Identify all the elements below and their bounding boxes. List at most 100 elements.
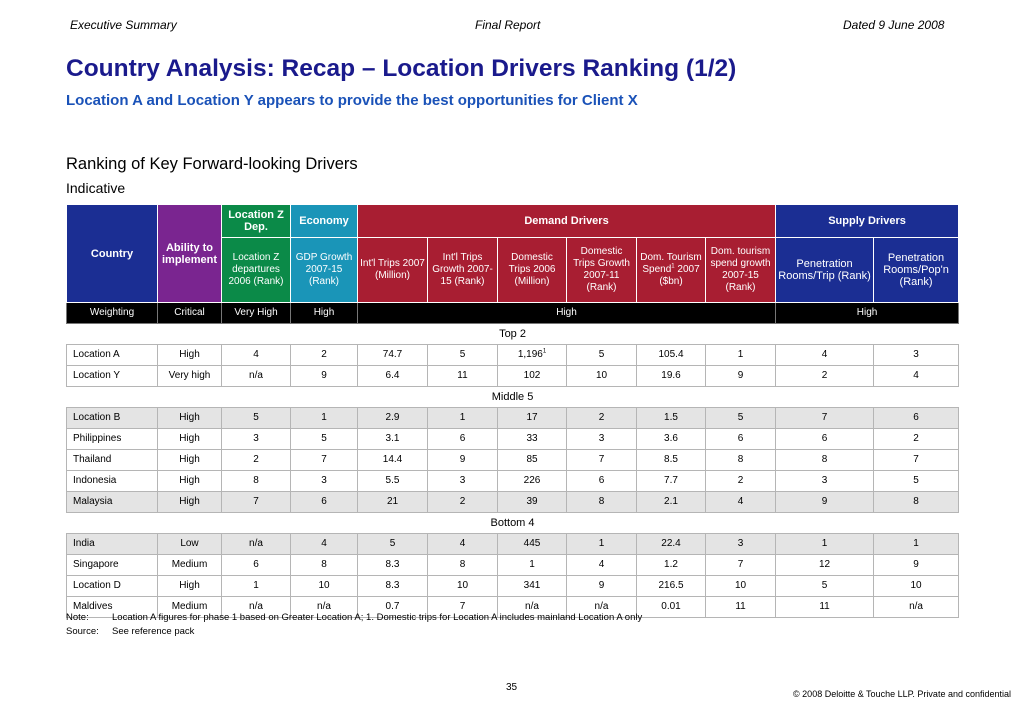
data-cell: 39 bbox=[497, 491, 567, 513]
data-cell: 8.5 bbox=[636, 449, 706, 471]
data-cell: 5 bbox=[873, 470, 960, 492]
table-row: Location D High 1 10 8.3 10 341 9 216.5 10 5 10 bbox=[66, 575, 960, 597]
data-cell: 3 bbox=[873, 344, 960, 366]
data-cell: 1 bbox=[497, 554, 567, 576]
page-subtitle: Location A and Location Y appears to pro… bbox=[66, 92, 638, 109]
data-cell: 10 bbox=[290, 575, 358, 597]
data-cell: 3 bbox=[566, 428, 637, 450]
data-cell: 7 bbox=[873, 449, 960, 471]
data-cell: 6 bbox=[873, 407, 960, 429]
data-cell: 2.9 bbox=[357, 407, 428, 429]
data-cell: High bbox=[157, 449, 222, 471]
group-label: Top 2 bbox=[499, 328, 526, 340]
data-cell: 4 bbox=[873, 365, 960, 387]
data-cell: n/a bbox=[290, 596, 358, 618]
data-cell: 12 bbox=[775, 554, 875, 576]
weighting-row: Weighting Critical Very High High High H… bbox=[66, 302, 960, 324]
data-cell: Very high bbox=[157, 365, 222, 387]
data-cell: 9 bbox=[873, 554, 960, 576]
col-header-domestic-trips: Domestic Trips 2006 (Million) bbox=[497, 237, 567, 303]
copyright: © 2008 Deloitte & Touche LLP. Private an… bbox=[793, 689, 1011, 699]
data-cell: 4 bbox=[566, 554, 637, 576]
section-title: Ranking of Key Forward-looking Drivers bbox=[66, 155, 358, 173]
group-row-top: Top 2 bbox=[67, 324, 959, 345]
data-cell: 3 bbox=[427, 470, 498, 492]
data-cell: 7 bbox=[704, 554, 777, 576]
data-cell: 8 bbox=[775, 449, 875, 471]
economy-group-header: Economy bbox=[290, 204, 358, 238]
country-cell: Location Y bbox=[66, 365, 158, 387]
header-right: Dated 9 June 2008 bbox=[843, 18, 945, 32]
data-cell: n/a bbox=[221, 533, 291, 555]
data-cell: 6 bbox=[290, 491, 358, 513]
data-cell: 1 bbox=[221, 575, 291, 597]
col-header-gdp-growth: GDP Growth 2007-15 (Rank) bbox=[290, 237, 358, 303]
data-cell: 4 bbox=[775, 344, 875, 366]
country-cell: Malaysia bbox=[66, 491, 158, 513]
data-cell: 19.6 bbox=[636, 365, 706, 387]
country-cell: Maldives bbox=[66, 596, 158, 618]
data-cell: High bbox=[157, 575, 222, 597]
data-cell: n/a bbox=[873, 596, 960, 618]
data-cell: 5 bbox=[427, 344, 498, 366]
data-cell: 10 bbox=[566, 365, 637, 387]
col-header-domestic-trips-growth: Domestic Trips Growth 2007-11 (Rank) bbox=[566, 237, 637, 303]
data-cell: 6 bbox=[775, 428, 875, 450]
data-cell: 21 bbox=[357, 491, 428, 513]
table-row: India Low n/a 4 5 4 445 1 22.4 3 1 1 bbox=[66, 533, 960, 555]
data-cell: 9 bbox=[290, 365, 358, 387]
data-cell: 1,1961 bbox=[497, 344, 567, 366]
table-row: Location Y Very high n/a 9 6.4 11 102 10 19.6 9 2 4 bbox=[66, 365, 960, 387]
table-row: Location A High 4 2 74.7 5 1,1961 5 105.4 1 4 3 bbox=[66, 344, 960, 366]
table-row: Thailand High 2 7 14.4 9 85 7 8.5 8 8 7 bbox=[66, 449, 960, 471]
data-cell: 8 bbox=[427, 554, 498, 576]
ability-header: Ability to implement bbox=[157, 204, 222, 303]
data-cell: High bbox=[157, 491, 222, 513]
data-cell: 4 bbox=[290, 533, 358, 555]
data-cell: 1.5 bbox=[636, 407, 706, 429]
data-cell: 74.7 bbox=[357, 344, 428, 366]
data-cell: 14.4 bbox=[357, 449, 428, 471]
country-cell: Singapore bbox=[66, 554, 158, 576]
data-cell: 2 bbox=[775, 365, 875, 387]
header-left: Executive Summary bbox=[70, 18, 177, 32]
data-cell: 8 bbox=[221, 470, 291, 492]
data-cell: 22.4 bbox=[636, 533, 706, 555]
group-label: Middle 5 bbox=[491, 391, 534, 403]
data-cell: 2 bbox=[427, 491, 498, 513]
data-cell: 3.1 bbox=[357, 428, 428, 450]
data-cell: 216.5 bbox=[636, 575, 706, 597]
col-header-dom-tourism-spend: Dom. Tourism Spend1 2007 ($bn) bbox=[636, 237, 706, 303]
data-cell: 4 bbox=[427, 533, 498, 555]
table-row: Indonesia High 8 3 5.5 3 226 6 7.7 2 3 5 bbox=[66, 470, 960, 492]
table-row: Singapore Medium 6 8 8.3 8 1 4 1.2 7 12 9 bbox=[66, 554, 960, 576]
col-header-dom-tourism-spend-growth: Dom. tourism spend growth 2007-15 (Rank) bbox=[704, 237, 777, 303]
country-cell: Indonesia bbox=[66, 470, 158, 492]
data-cell: 4 bbox=[704, 491, 777, 513]
demand-group-header: Demand Drivers bbox=[356, 204, 777, 238]
col-header-rooms-per-trip: Penetration Rooms/Trip (Rank) bbox=[775, 237, 875, 303]
country-cell: India bbox=[66, 533, 158, 555]
data-cell: 2 bbox=[290, 344, 358, 366]
data-cell: 5 bbox=[566, 344, 637, 366]
group-row-bottom: Bottom 4 bbox=[67, 513, 959, 534]
note-line: Note: Location A figures for phase 1 base… bbox=[66, 612, 643, 623]
data-cell: 6 bbox=[427, 428, 498, 450]
weighting-location-z: Very High bbox=[221, 302, 291, 324]
data-cell: 0.01 bbox=[636, 596, 706, 618]
data-cell: 1 bbox=[290, 407, 358, 429]
page-title: Country Analysis: Recap – Location Drive… bbox=[66, 55, 737, 82]
data-cell: 2 bbox=[873, 428, 960, 450]
data-cell: 8 bbox=[873, 491, 960, 513]
data-cell: 10 bbox=[873, 575, 960, 597]
data-cell: 1 bbox=[566, 533, 637, 555]
note-block: Note: Location A figures for phase 1 base… bbox=[66, 611, 642, 639]
data-cell: 9 bbox=[775, 491, 875, 513]
data-cell: 7.7 bbox=[636, 470, 706, 492]
data-cell: 9 bbox=[566, 575, 637, 597]
country-cell: Location D bbox=[66, 575, 158, 597]
data-cell: 341 bbox=[497, 575, 567, 597]
data-cell: High bbox=[157, 407, 222, 429]
data-cell: 102 bbox=[497, 365, 567, 387]
data-cell: 5 bbox=[775, 575, 875, 597]
